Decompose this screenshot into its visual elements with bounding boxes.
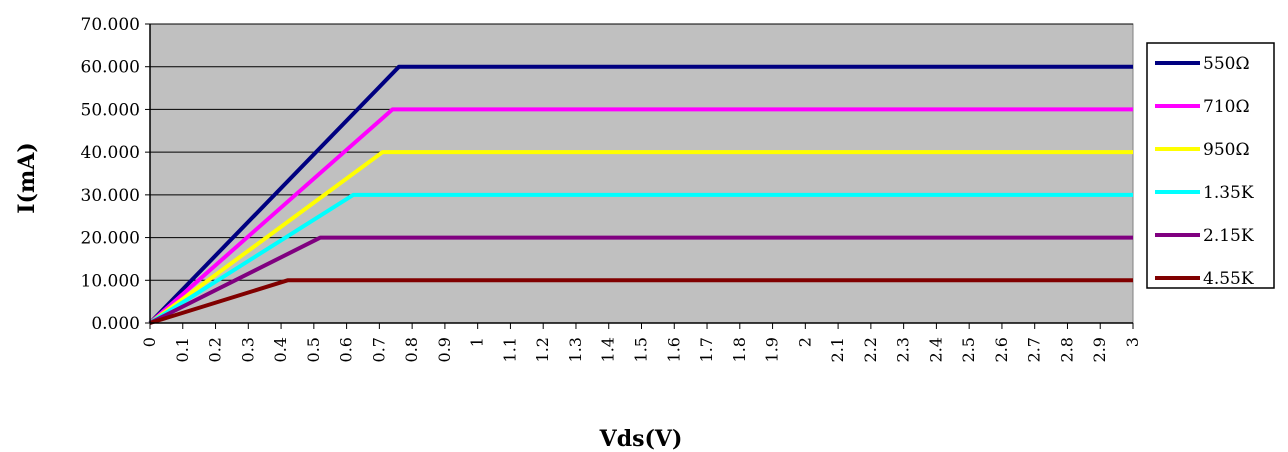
x-tick-label: 2.6 [992,337,1011,362]
x-tick-label: 1.2 [533,337,552,362]
x-tick-label: 1 [468,337,487,347]
x-axis-title: Vds(V) [599,426,683,452]
x-tick-label: 1.5 [632,337,651,362]
x-tick-label: 2.9 [1090,337,1109,362]
x-tick-label: 0.2 [206,337,225,362]
y-axis-title: I(mA) [14,142,40,213]
legend-label: 550Ω [1203,54,1250,74]
x-tick-label: 1.4 [599,337,618,362]
y-tick-label: 20.000 [81,229,140,249]
x-tick-label: 0.3 [238,337,257,362]
y-tick-label: 70.000 [81,15,140,35]
x-tick-label: 3 [1123,337,1142,347]
legend-label: 1.35K [1203,183,1254,203]
x-tick-label: 1.3 [566,337,585,362]
y-tick-labels: 0.000 10.000 20.000 30.000 40.000 50.000 60.00… [81,15,150,334]
x-tick-label: 2 [795,337,814,347]
x-tick-label: 2.1 [828,337,847,362]
legend: 550Ω 710Ω 950Ω 1.35K 2.15K 4.55K [1146,42,1275,289]
y-tick-label: 10.000 [81,271,140,291]
x-tick-label: 0.4 [271,337,290,362]
y-tick-label: 0.000 [91,314,140,334]
y-tick-label: 60.000 [81,58,140,78]
series-line [148,192,1133,325]
x-tick-label: 0.1 [173,337,192,362]
series-line [149,278,1133,325]
legend-label: 4.55K [1203,269,1254,289]
series-line [148,107,1133,325]
x-tick-label: 2.3 [894,337,913,362]
series-line [148,64,1133,325]
plot-area [149,23,1134,324]
x-tick-label: 2.8 [1057,337,1076,362]
legend-box [1146,42,1275,289]
x-tick-label: 2.4 [926,337,945,362]
x-tick-label: 0.8 [402,337,421,362]
legend-label: 950Ω [1203,140,1250,160]
x-tick-label: 2.5 [959,337,978,362]
x-tick-label: 1.1 [500,337,519,362]
x-tick-label: 0.9 [435,337,454,362]
x-tick-label: 2.2 [861,337,880,362]
x-tick-label: 0 [140,337,159,347]
x-tick-label: 0.5 [304,337,323,362]
series-line [149,235,1133,325]
legend-label: 2.15K [1203,226,1254,246]
x-tick-labels: 0 0.1 0.2 0.3 0.4 0.5 0.6 0.7 0.8 0.9 1 1.1 1.2 1.3 1.… [140,323,1142,362]
y-tick-label: 50.000 [81,100,140,120]
y-tick-label: 30.000 [81,186,140,206]
series-line [148,150,1133,325]
x-tick-label: 1.7 [697,337,716,362]
series-lines [148,64,1133,325]
y-tick-label: 40.000 [81,143,140,163]
x-tick-label: 1.6 [664,337,683,362]
x-tick-label: 0.6 [337,337,356,362]
x-tick-label: 0.7 [369,337,388,362]
x-tick-label: 1.8 [730,337,749,362]
x-tick-label: 2.7 [1025,337,1044,362]
legend-label: 710Ω [1203,97,1250,117]
x-tick-label: 1.9 [763,337,782,362]
